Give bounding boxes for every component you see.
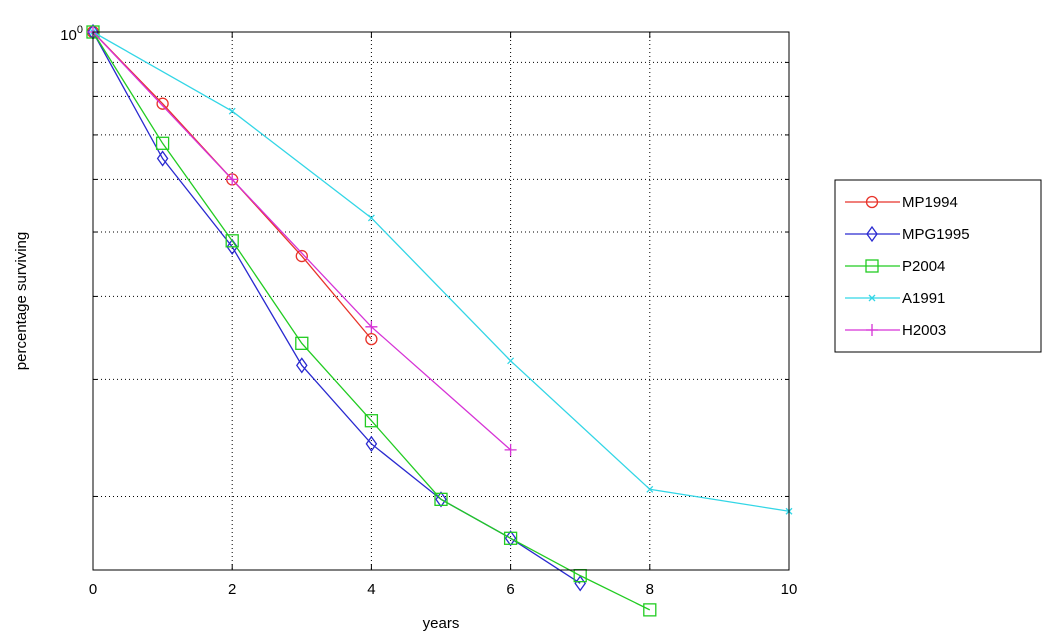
marker-plus <box>365 320 378 333</box>
marker-diamond <box>226 238 238 255</box>
grid-lines <box>93 32 789 570</box>
x-axis-label: years <box>423 615 460 632</box>
marker-diamond <box>365 435 378 452</box>
legend-label: MPG1995 <box>902 226 970 243</box>
marker-square <box>434 492 448 506</box>
marker-circle <box>865 195 879 209</box>
marker-square <box>225 234 239 248</box>
marker-square <box>155 136 170 150</box>
marker-plus <box>226 173 239 186</box>
x-tick-label: 2 <box>228 581 236 598</box>
legend-label: MP1994 <box>902 194 958 211</box>
marker-square <box>295 336 309 350</box>
marker-diamond <box>296 357 308 374</box>
marker-x <box>507 357 515 365</box>
marker-circle <box>295 249 308 263</box>
plot-area <box>93 32 789 570</box>
x-tick-label: 10 <box>781 581 798 598</box>
y-tick-label: 100 <box>60 24 83 44</box>
marker-square <box>643 603 657 617</box>
series-layer <box>86 23 793 617</box>
marker-x <box>868 294 876 302</box>
x-tick-label: 6 <box>506 581 514 598</box>
marker-plus <box>504 443 517 456</box>
legend-label: H2003 <box>902 322 946 339</box>
x-tick-label: 8 <box>646 581 654 598</box>
marker-square <box>503 531 518 545</box>
series-line <box>92 31 512 451</box>
marker-diamond <box>866 225 878 243</box>
x-tick-label: 4 <box>367 581 375 598</box>
x-tick-label: 0 <box>89 581 97 598</box>
series-line <box>92 31 790 512</box>
legend: MP1994 MPG1995 P2004 A1991 H2003 <box>834 179 1042 353</box>
marker-x <box>367 214 375 222</box>
marker-square <box>865 259 879 273</box>
marker-x <box>646 485 654 493</box>
marker-circle <box>365 332 378 346</box>
legend-item-mpg1995: MPG1995 <box>845 225 970 243</box>
legend-label: A1991 <box>902 290 945 307</box>
legend-item-mp1994: MP1994 <box>845 194 958 211</box>
axis-ticks: 0 2 4 6 8 10 100 <box>60 24 797 598</box>
series-a1991 <box>89 28 793 515</box>
series-line <box>92 31 651 611</box>
marker-circle <box>156 97 169 110</box>
y-axis-label: percentage surviving <box>13 232 30 370</box>
legend-label: P2004 <box>902 258 945 275</box>
legend-item-a1991: A1991 <box>845 290 945 307</box>
plot-frame <box>92 31 790 571</box>
legend-item-h2003: H2003 <box>845 322 946 339</box>
legend-item-p2004: P2004 <box>845 258 945 275</box>
marker-diamond <box>156 150 169 167</box>
marker-square <box>364 414 379 428</box>
marker-diamond <box>435 491 447 508</box>
marker-plus <box>866 324 878 336</box>
marker-x <box>228 107 236 115</box>
